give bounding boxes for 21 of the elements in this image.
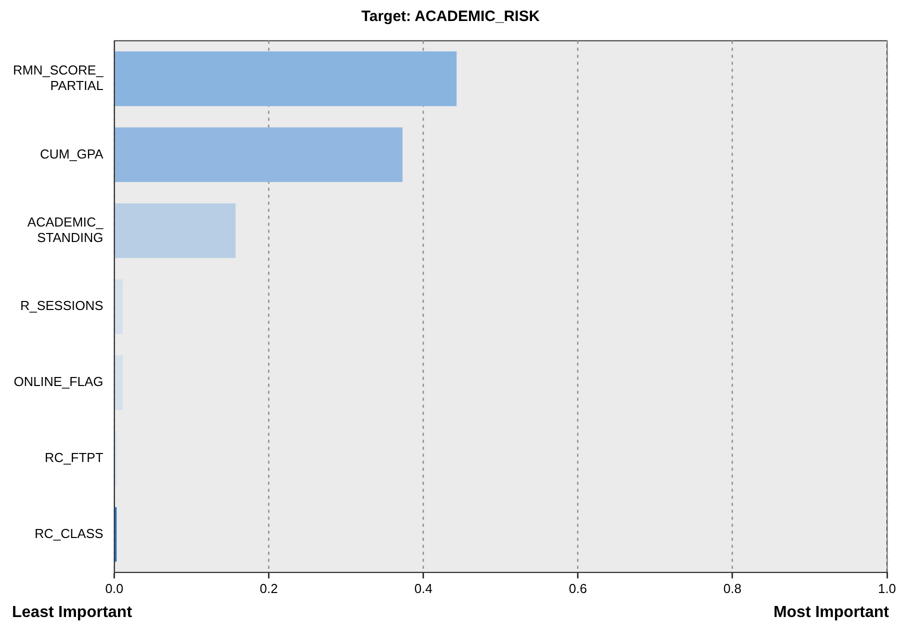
y-tick-label: ACADEMIC_STANDING [27, 214, 104, 246]
y-tick-label: RC_CLASS [34, 526, 104, 542]
text: Most Important [773, 604, 889, 622]
y-tick-label: ONLINE_FLAG [14, 374, 104, 390]
x-tick-label: 0.2 [260, 580, 278, 596]
text: Least Important [12, 604, 132, 622]
bar [115, 279, 123, 334]
bar [115, 51, 457, 106]
x-tick-label: 0.6 [568, 580, 587, 596]
y-tick-label: RMN_SCORE_PARTIAL [13, 62, 104, 94]
bar [115, 355, 123, 410]
x-tick-label: 0.8 [723, 580, 742, 596]
chart-title: Target: ACADEMIC_RISK [360, 8, 541, 25]
x-tick-label: 0.0 [105, 580, 124, 596]
x-tick-label: 0.4 [414, 580, 432, 596]
y-tick-label: RC_FTPT [44, 450, 104, 466]
x-tick-label: 1.0 [878, 580, 896, 596]
y-tick-label: CUM_GPA [40, 146, 104, 162]
bar [115, 203, 236, 258]
y-tick-label: R_SESSIONS [20, 298, 104, 314]
bar [115, 127, 403, 182]
